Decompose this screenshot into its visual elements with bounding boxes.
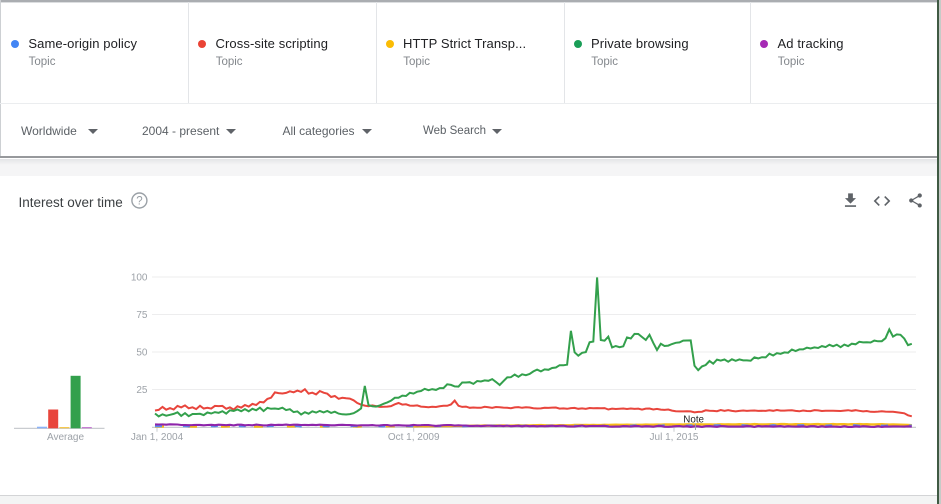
svg-text:75: 75 bbox=[136, 310, 148, 321]
svg-text:Oct 1, 2009: Oct 1, 2009 bbox=[388, 432, 440, 443]
svg-text:100: 100 bbox=[131, 273, 148, 284]
svg-text:50: 50 bbox=[136, 348, 148, 359]
svg-text:Jan 1, 2004: Jan 1, 2004 bbox=[131, 432, 184, 443]
svg-text:25: 25 bbox=[136, 385, 148, 396]
svg-text:?: ? bbox=[136, 195, 142, 207]
svg-text:Note: Note bbox=[683, 415, 704, 426]
svg-text:Jul 1, 2015: Jul 1, 2015 bbox=[650, 432, 699, 443]
svg-text:Average: Average bbox=[47, 432, 85, 443]
